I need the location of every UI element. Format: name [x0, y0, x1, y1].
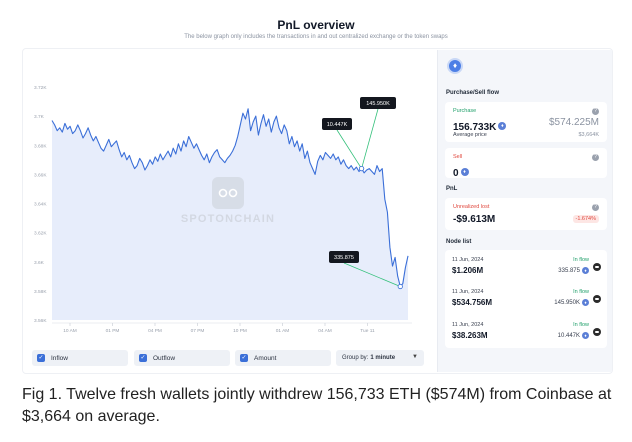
x-tick-label: 01 AM	[276, 328, 290, 334]
pnl-title: PnL	[446, 186, 458, 192]
x-tick-label: 10 PM	[233, 328, 247, 334]
node-amount-row: 10.447K ♦	[558, 332, 589, 339]
node-date: 11 Jun, 2024	[452, 289, 484, 295]
node-amount: 10.447K	[557, 333, 580, 340]
purchase-box: Purchase ? 156.733K ♦ $574.225M Average p…	[445, 102, 607, 142]
y-tick-label: 3.62K	[34, 231, 47, 237]
sell-amount: 0	[453, 168, 459, 179]
node-amount-row: 335.875 ♦	[558, 267, 589, 274]
node-date: 11 Jun, 2024	[452, 322, 484, 328]
x-tick-label: Tue 11	[360, 328, 375, 334]
annotation-point	[358, 165, 365, 172]
sell-amount-row: 0 ♦	[453, 163, 469, 181]
page-subtitle: The below graph only includes the transa…	[184, 34, 448, 40]
pnl-chart: 3.72K 3.7K 3.68K 3.66K 3.64K 3.62K 3.6K 3.58K 3.…	[34, 85, 412, 334]
purchase-label: Purchase	[453, 108, 477, 114]
node-flow: In flow	[573, 322, 589, 328]
annotation-line	[343, 262, 401, 287]
node-list: 11 Jun, 2024 $1.206M In flow 335.875 ♦ 11…	[445, 250, 607, 348]
node-usd: $534.756M	[452, 298, 493, 307]
help-icon[interactable]: ?	[592, 204, 599, 211]
annotation-line	[336, 129, 362, 169]
unrealized-label: Unrealized lost	[453, 204, 490, 210]
watermark-logo-icon	[218, 188, 228, 198]
node-amount: 145.950K	[554, 300, 580, 307]
watermark-text: SPOTONCHAIN	[181, 213, 275, 225]
node-usd: $38.263M	[452, 331, 488, 340]
purchase-sell-title: Purchase/Sell flow	[446, 90, 500, 96]
annotation-badge	[360, 97, 396, 109]
purchase-usd: $574.225M	[548, 117, 599, 128]
eth-icon: ♦	[498, 121, 507, 130]
node-date: 11 Jun, 2024	[452, 257, 484, 263]
filter-amount[interactable]: ✓ Amount	[235, 350, 331, 366]
eth-icon: ♦	[582, 332, 589, 339]
groupby-select[interactable]: Group by: 1 minute ▼	[336, 350, 424, 366]
checkbox-outflow[interactable]: ✓	[139, 354, 147, 362]
groupby-label: Group by:	[342, 355, 369, 361]
unrealized-value: -$9.613M	[453, 214, 496, 225]
node-amount-row: 145.950K ♦	[554, 299, 589, 306]
avg-price-value: $3,664K	[578, 132, 600, 138]
y-tick-label: 3.6K	[34, 260, 45, 266]
filter-outflow[interactable]: ✓ Outflow	[134, 350, 230, 366]
sell-box: Sell ? 0 ♦	[445, 148, 607, 181]
exchange-logo-icon	[593, 295, 601, 303]
filter-inflow-label: Inflow	[51, 354, 68, 362]
eth-icon: ♦	[460, 167, 469, 176]
annotation-badge	[329, 251, 359, 263]
annotation-label: 145.950K	[366, 101, 390, 107]
x-tick-label: 01 PM	[106, 328, 120, 334]
help-icon[interactable]: ?	[592, 154, 599, 161]
purchase-amount-row: 156.733K ♦	[453, 117, 507, 135]
purchase-amount: 156.733K	[453, 122, 497, 133]
y-tick-label: 3.56K	[34, 318, 47, 324]
eth-token-icon[interactable]: ♦	[447, 58, 463, 74]
watermark-logo-icon	[212, 177, 244, 209]
x-tick-label: 10 AM	[63, 328, 77, 334]
y-tick-label: 3.7K	[34, 114, 45, 120]
exchange-logo-icon	[593, 263, 601, 271]
checkbox-inflow[interactable]: ✓	[37, 354, 45, 362]
figure-caption: Fig 1. Twelve fresh wallets jointly with…	[22, 386, 612, 425]
y-tick-label: 3.64K	[34, 202, 47, 208]
y-tick-label: 3.66K	[34, 172, 47, 178]
price-line	[51, 108, 409, 288]
node-usd: $1.206M	[452, 266, 484, 275]
node-flow: In flow	[573, 289, 589, 295]
eth-icon: ♦	[582, 299, 589, 306]
node-list-title: Node list	[446, 239, 472, 245]
eth-icon: ♦	[582, 267, 589, 274]
checkbox-amount[interactable]: ✓	[240, 354, 248, 362]
unrealized-pct-badge: -1.674%	[572, 215, 599, 223]
x-tick-label: 04 PM	[148, 328, 162, 334]
y-tick-label: 3.58K	[34, 289, 47, 295]
avg-price-label: Average price	[453, 132, 487, 138]
x-tick-label: 04 AM	[318, 328, 332, 334]
exchange-logo-icon	[593, 328, 601, 336]
page-title: PnL overview	[277, 18, 355, 32]
watermark-logo-icon	[228, 188, 238, 198]
chevron-down-icon: ▼	[412, 354, 418, 360]
groupby-value: 1 minute	[370, 355, 396, 361]
help-icon[interactable]: ?	[592, 108, 599, 115]
filter-outflow-label: Outflow	[153, 354, 176, 362]
pnl-box: Unrealized lost ? -$9.613M -1.674%	[445, 198, 607, 230]
y-tick-label: 3.68K	[34, 143, 47, 149]
annotation-label: 10.447K	[327, 122, 348, 128]
x-tick-label: 07 PM	[191, 328, 205, 334]
annotation-point	[397, 283, 403, 290]
node-amount: 335.875	[558, 268, 580, 275]
annotation-label: 335.875	[334, 255, 354, 261]
y-tick-label: 3.72K	[34, 85, 47, 91]
filter-inflow[interactable]: ✓ Inflow	[32, 350, 128, 366]
filter-amount-label: Amount	[254, 354, 277, 362]
sell-label: Sell	[453, 154, 463, 160]
annotation-line	[361, 108, 379, 169]
node-flow: In flow	[573, 257, 589, 263]
side-panel: ♦ Purchase/Sell flow Purchase ? 156.733K…	[437, 50, 612, 372]
annotation-badge	[322, 118, 352, 130]
